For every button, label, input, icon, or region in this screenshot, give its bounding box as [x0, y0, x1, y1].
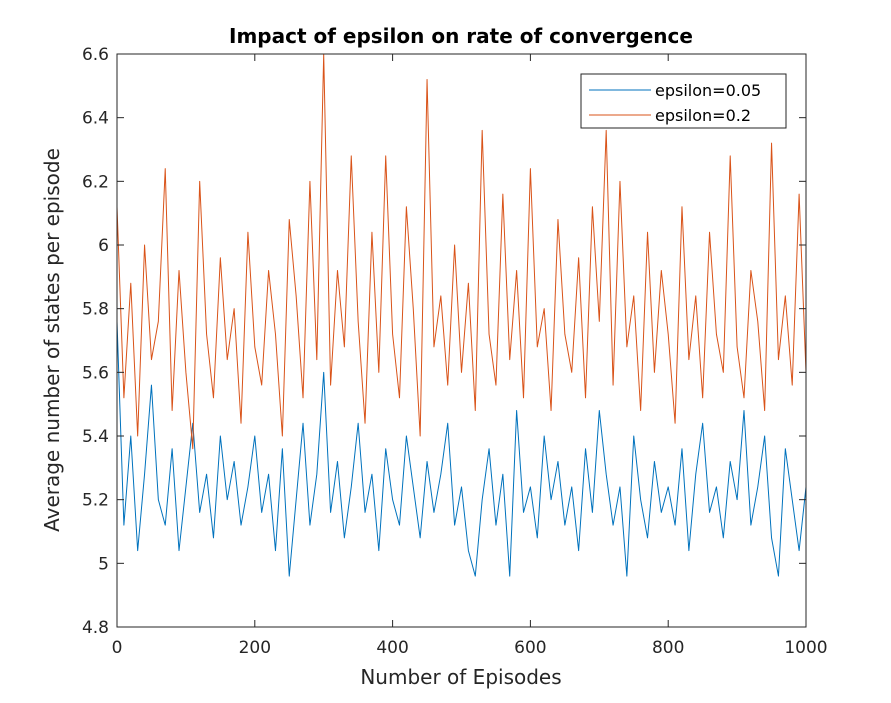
legend-label-epsilon-0.2: epsilon=0.2 [655, 106, 751, 125]
y-axis-label: Average number of states per episode [40, 148, 64, 532]
x-tick-label: 0 [112, 638, 123, 658]
series-layer [116, 53, 807, 577]
y-tick-label: 5.2 [82, 491, 109, 511]
axes-box [116, 53, 807, 628]
x-tick-label: 200 [239, 638, 271, 658]
x-tick-label: 600 [514, 638, 546, 658]
y-tick-label: 5.8 [82, 300, 109, 320]
y-tick-label: 6 [98, 236, 109, 256]
plot-area [117, 54, 806, 627]
y-tick-label: 5 [98, 554, 109, 574]
y-tick-label: 5.6 [82, 363, 109, 383]
y-tick-label: 4.8 [82, 618, 109, 638]
series-line-epsilon=0.2 [116, 53, 807, 450]
ticks-layer: 0 200 400 600 800 1000 4.8 5 5.2 5.4 5.6 5.8 6 6.2 6.4… [82, 45, 828, 658]
chart-title: Impact of epsilon on rate of convergence [229, 24, 693, 48]
x-tick-label: 400 [376, 638, 408, 658]
y-tick-label: 5.4 [82, 427, 109, 447]
y-tick-label: 6.6 [82, 45, 109, 65]
x-tick-label: 1000 [784, 638, 827, 658]
y-tick-label: 6.4 [82, 109, 109, 129]
y-tick-label: 6.2 [82, 172, 109, 192]
legend: epsilon=0.05 epsilon=0.2 [580, 73, 787, 129]
legend-box [580, 73, 787, 129]
x-tick-label: 800 [652, 638, 684, 658]
legend-label-epsilon-0.05: epsilon=0.05 [655, 81, 761, 100]
x-axis-label: Number of Episodes [360, 665, 561, 689]
series-line-epsilon=0.05 [116, 321, 807, 577]
